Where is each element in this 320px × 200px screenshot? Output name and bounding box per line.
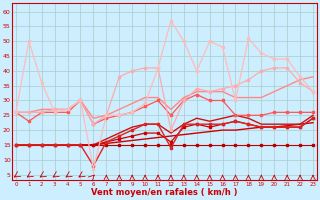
X-axis label: Vent moyen/en rafales ( km/h ): Vent moyen/en rafales ( km/h ) [91, 188, 238, 197]
